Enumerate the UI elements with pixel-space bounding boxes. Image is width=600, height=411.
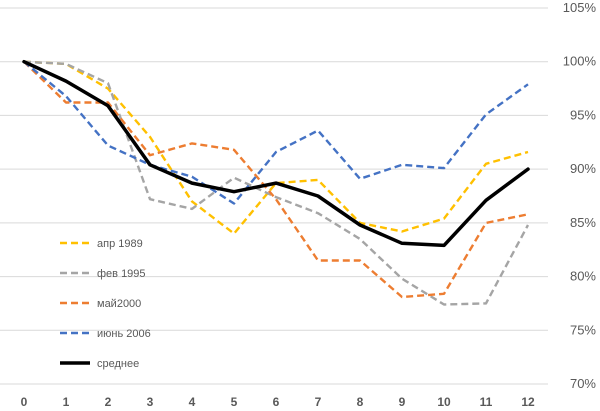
y-tick-label: 105%: [563, 0, 597, 15]
series-line-2: [23, 60, 530, 306]
y-tick-label: 80%: [570, 269, 596, 284]
x-tick-label: 9: [399, 395, 406, 409]
x-tick-label: 3: [147, 395, 154, 409]
y-tick-label: 95%: [570, 107, 596, 122]
legend-label: апр 1989: [97, 238, 143, 250]
legend-label: июнь 2006: [97, 328, 151, 340]
x-tick-label: 1: [63, 395, 70, 409]
x-tick-label: 0: [21, 395, 28, 409]
y-tick-label: 75%: [570, 322, 596, 337]
legend-label: среднее: [97, 358, 139, 370]
x-tick-label: 6: [273, 395, 280, 409]
y-tick-label: 70%: [570, 376, 596, 391]
x-tick-label: 2: [105, 395, 112, 409]
legend: апр 1989 фев 1995 май2000 июнь 2006 среднее: [60, 238, 151, 370]
x-tick-label: 12: [521, 395, 535, 409]
x-tick-label: 7: [315, 395, 322, 409]
y-tick-label: 100%: [563, 54, 597, 69]
x-axis-ticks: 0 1 2 3 4 5 6 7 8 9 10 11 12: [21, 395, 535, 409]
x-tick-label: 11: [480, 395, 493, 409]
series-line-1: [23, 60, 529, 235]
series-line-4: [23, 60, 529, 205]
legend-label: май2000: [97, 298, 141, 310]
y-tick-label: 85%: [570, 215, 596, 230]
y-tick-label: 90%: [570, 161, 596, 176]
series-line-5: [22, 59, 530, 248]
x-tick-label: 8: [357, 395, 364, 409]
gridlines: [0, 7, 548, 385]
series-lines: [22, 59, 530, 306]
legend-label: фев 1995: [97, 268, 146, 280]
series-line-3: [23, 60, 529, 299]
x-tick-label: 4: [189, 395, 196, 409]
y-axis-ticks: 70% 75% 80% 85% 90% 95% 100% 105%: [563, 0, 597, 391]
x-tick-label: 5: [231, 395, 238, 409]
x-tick-label: 10: [437, 395, 451, 409]
